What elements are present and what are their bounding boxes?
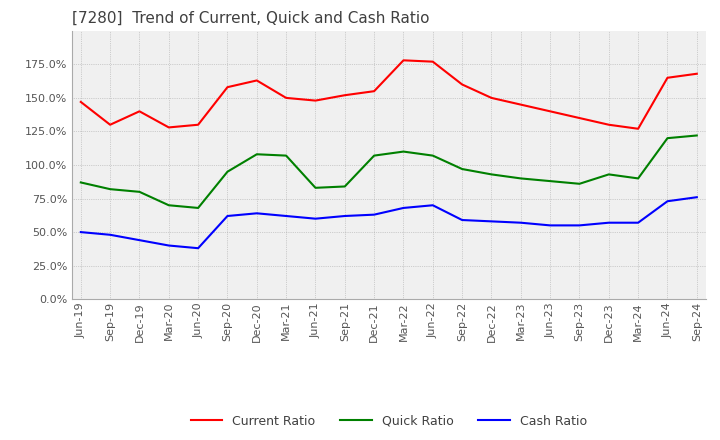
Quick Ratio bbox=[135, 189, 144, 194]
Current Ratio bbox=[106, 122, 114, 128]
Quick Ratio bbox=[487, 172, 496, 177]
Current Ratio bbox=[575, 115, 584, 121]
Quick Ratio bbox=[399, 149, 408, 154]
Quick Ratio bbox=[282, 153, 290, 158]
Cash Ratio bbox=[516, 220, 525, 225]
Cash Ratio bbox=[487, 219, 496, 224]
Cash Ratio bbox=[135, 238, 144, 243]
Quick Ratio bbox=[370, 153, 379, 158]
Current Ratio bbox=[164, 125, 173, 130]
Current Ratio bbox=[282, 95, 290, 101]
Current Ratio bbox=[311, 98, 320, 103]
Current Ratio bbox=[370, 88, 379, 94]
Cash Ratio bbox=[546, 223, 554, 228]
Quick Ratio bbox=[76, 180, 85, 185]
Cash Ratio bbox=[76, 230, 85, 235]
Current Ratio bbox=[341, 92, 349, 98]
Cash Ratio bbox=[458, 217, 467, 223]
Current Ratio bbox=[546, 109, 554, 114]
Cash Ratio bbox=[341, 213, 349, 219]
Line: Cash Ratio: Cash Ratio bbox=[81, 197, 697, 248]
Cash Ratio bbox=[399, 205, 408, 211]
Quick Ratio bbox=[106, 187, 114, 192]
Cash Ratio bbox=[282, 213, 290, 219]
Current Ratio bbox=[194, 122, 202, 128]
Current Ratio bbox=[634, 126, 642, 132]
Line: Current Ratio: Current Ratio bbox=[81, 60, 697, 129]
Current Ratio bbox=[399, 58, 408, 63]
Cash Ratio bbox=[693, 194, 701, 200]
Cash Ratio bbox=[106, 232, 114, 238]
Quick Ratio bbox=[605, 172, 613, 177]
Cash Ratio bbox=[428, 202, 437, 208]
Current Ratio bbox=[458, 82, 467, 87]
Quick Ratio bbox=[428, 153, 437, 158]
Cash Ratio bbox=[164, 243, 173, 248]
Current Ratio bbox=[605, 122, 613, 128]
Cash Ratio bbox=[663, 198, 672, 204]
Current Ratio bbox=[487, 95, 496, 101]
Text: [7280]  Trend of Current, Quick and Cash Ratio: [7280] Trend of Current, Quick and Cash … bbox=[72, 11, 430, 26]
Line: Quick Ratio: Quick Ratio bbox=[81, 136, 697, 208]
Cash Ratio bbox=[311, 216, 320, 221]
Current Ratio bbox=[223, 84, 232, 90]
Quick Ratio bbox=[516, 176, 525, 181]
Quick Ratio bbox=[575, 181, 584, 187]
Quick Ratio bbox=[341, 184, 349, 189]
Quick Ratio bbox=[546, 179, 554, 184]
Quick Ratio bbox=[663, 136, 672, 141]
Current Ratio bbox=[135, 109, 144, 114]
Cash Ratio bbox=[575, 223, 584, 228]
Cash Ratio bbox=[634, 220, 642, 225]
Current Ratio bbox=[516, 102, 525, 107]
Quick Ratio bbox=[693, 133, 701, 138]
Cash Ratio bbox=[370, 212, 379, 217]
Quick Ratio bbox=[458, 166, 467, 172]
Quick Ratio bbox=[164, 202, 173, 208]
Quick Ratio bbox=[253, 152, 261, 157]
Current Ratio bbox=[693, 71, 701, 77]
Quick Ratio bbox=[634, 176, 642, 181]
Current Ratio bbox=[428, 59, 437, 64]
Cash Ratio bbox=[253, 211, 261, 216]
Quick Ratio bbox=[223, 169, 232, 174]
Current Ratio bbox=[76, 99, 85, 105]
Current Ratio bbox=[663, 75, 672, 81]
Legend: Current Ratio, Quick Ratio, Cash Ratio: Current Ratio, Quick Ratio, Cash Ratio bbox=[186, 410, 592, 433]
Current Ratio bbox=[253, 78, 261, 83]
Cash Ratio bbox=[605, 220, 613, 225]
Quick Ratio bbox=[194, 205, 202, 211]
Cash Ratio bbox=[223, 213, 232, 219]
Cash Ratio bbox=[194, 246, 202, 251]
Quick Ratio bbox=[311, 185, 320, 191]
